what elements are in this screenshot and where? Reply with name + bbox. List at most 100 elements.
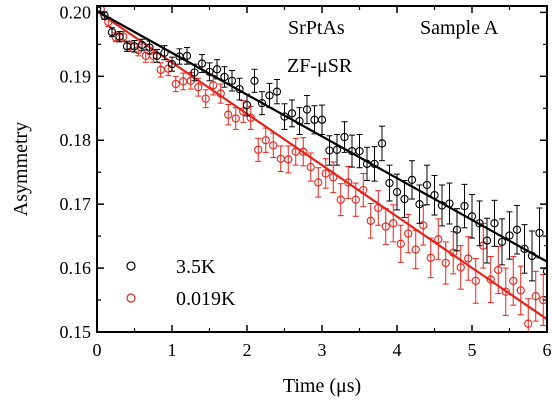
data-point-0-019k bbox=[464, 254, 473, 263]
data-point-0-019k bbox=[404, 229, 413, 238]
data-point-0-019k bbox=[441, 258, 450, 268]
data-point-3-5k bbox=[490, 219, 499, 228]
x-tick-label: 5 bbox=[468, 340, 477, 360]
data-point-0-019k bbox=[314, 178, 323, 187]
data-point-3-5k bbox=[250, 76, 259, 85]
data-point-0-019k bbox=[306, 162, 315, 172]
data-point-0-019k bbox=[336, 195, 345, 204]
data-point-0-019k bbox=[141, 51, 150, 61]
series-3-5k bbox=[97, 6, 547, 298]
data-point-3-5k bbox=[242, 100, 252, 110]
data-point-0-019k bbox=[299, 147, 308, 156]
data-point-0-019k bbox=[209, 81, 218, 90]
sample-annotation: Sample A bbox=[420, 17, 499, 39]
x-tick-label: 1 bbox=[168, 340, 177, 360]
data-point-3-5k bbox=[377, 139, 387, 148]
legend: 3.5K 0.019K bbox=[126, 256, 236, 310]
data-point-3-5k bbox=[407, 175, 417, 185]
data-point-0-019k bbox=[471, 276, 480, 286]
data-point-3-5k bbox=[115, 32, 124, 41]
compound-annotation: SrPtAs bbox=[288, 17, 345, 39]
data-point-3-5k bbox=[212, 65, 222, 74]
data-point-0-019k bbox=[531, 292, 540, 301]
data-point-0-019k bbox=[389, 219, 398, 228]
data-point-0-019k bbox=[524, 319, 533, 328]
data-point-3-5k bbox=[145, 43, 154, 52]
data-point-3-5k bbox=[340, 132, 349, 142]
legend-item-0-019k: 0.019K bbox=[126, 288, 236, 310]
data-point-3-5k bbox=[392, 187, 402, 197]
data-point-3-5k bbox=[100, 11, 109, 20]
data-point-3-5k bbox=[415, 200, 424, 209]
data-point-0-019k bbox=[156, 65, 165, 75]
data-point-3-5k bbox=[122, 42, 132, 51]
data-point-0-019k bbox=[419, 221, 428, 230]
data-point-3-5k bbox=[422, 180, 432, 190]
data-point-0-019k bbox=[171, 79, 180, 89]
data-point-3-5k bbox=[287, 109, 297, 118]
legend-item-3-5k: 3.5K bbox=[126, 256, 216, 278]
data-point-3-5k bbox=[220, 72, 229, 82]
x-tick-label: 3 bbox=[318, 340, 327, 360]
data-point-3-5k bbox=[460, 201, 469, 211]
data-point-0-019k bbox=[194, 83, 203, 92]
data-point-3-5k bbox=[272, 87, 282, 96]
data-point-0-019k bbox=[344, 178, 353, 187]
y-axis-label: Asymmetry bbox=[10, 122, 32, 216]
data-point-0-019k bbox=[366, 216, 375, 225]
data-point-3-5k bbox=[355, 146, 364, 156]
data-point-3-5k bbox=[182, 51, 192, 61]
data-point-0-019k bbox=[501, 287, 510, 296]
data-point-3-5k bbox=[452, 225, 462, 234]
data-point-3-5k bbox=[107, 28, 117, 37]
y-tick-label: 0.19 bbox=[60, 66, 92, 86]
y-tick-label: 0.20 bbox=[60, 2, 92, 22]
data-point-3-5k bbox=[130, 42, 139, 51]
y-tick-label: 0.17 bbox=[60, 194, 92, 214]
data-point-0-019k bbox=[411, 245, 420, 254]
data-point-3-5k bbox=[227, 76, 237, 85]
data-point-0-019k bbox=[396, 239, 405, 248]
x-tick-label: 2 bbox=[243, 340, 252, 360]
x-axis-label: Time (μs) bbox=[283, 375, 361, 397]
data-point-3-5k bbox=[197, 59, 207, 68]
data-point-3-5k bbox=[332, 145, 342, 154]
x-tick-label: 6 bbox=[543, 340, 552, 360]
data-point-3-5k bbox=[505, 231, 514, 240]
data-point-0-019k bbox=[276, 154, 285, 163]
data-point-3-5k bbox=[317, 115, 327, 124]
data-point-3-5k bbox=[265, 91, 274, 100]
data-point-0-019k bbox=[201, 94, 210, 103]
data-point-0-019k bbox=[426, 253, 435, 263]
data-point-0-019k bbox=[456, 263, 465, 272]
y-tick-label: 0.16 bbox=[60, 258, 92, 278]
data-point-3-5k bbox=[512, 225, 522, 234]
data-point-0-019k bbox=[509, 276, 518, 286]
technique-annotation: ZF-μSR bbox=[287, 55, 353, 77]
fit-line-3-5k bbox=[97, 10, 547, 263]
data-point-3-5k bbox=[257, 99, 267, 108]
data-point-0-019k bbox=[351, 195, 360, 204]
legend-marker-3-5k bbox=[126, 261, 136, 271]
data-point-3-5k bbox=[137, 40, 147, 50]
x-tick-label: 0 bbox=[93, 340, 102, 360]
data-point-0-019k bbox=[261, 136, 270, 145]
data-point-3-5k bbox=[152, 51, 162, 61]
data-point-3-5k bbox=[497, 237, 507, 247]
y-tick-label: 0.15 bbox=[60, 322, 92, 342]
data-point-3-5k bbox=[482, 236, 492, 245]
y-tick-label: 0.18 bbox=[60, 130, 92, 150]
data-point-0-019k bbox=[224, 110, 233, 119]
data-point-3-5k bbox=[310, 115, 319, 124]
legend-label-0-019k: 0.019K bbox=[176, 288, 236, 310]
x-tick-label: 4 bbox=[393, 340, 402, 360]
data-point-0-019k bbox=[381, 222, 390, 231]
data-point-3-5k bbox=[190, 68, 199, 77]
data-point-0-019k bbox=[179, 77, 188, 86]
data-point-0-019k bbox=[434, 235, 443, 244]
data-point-0-019k bbox=[254, 145, 263, 154]
data-point-0-019k bbox=[516, 286, 525, 295]
data-point-0-019k bbox=[284, 155, 293, 164]
data-point-3-5k bbox=[535, 228, 544, 238]
